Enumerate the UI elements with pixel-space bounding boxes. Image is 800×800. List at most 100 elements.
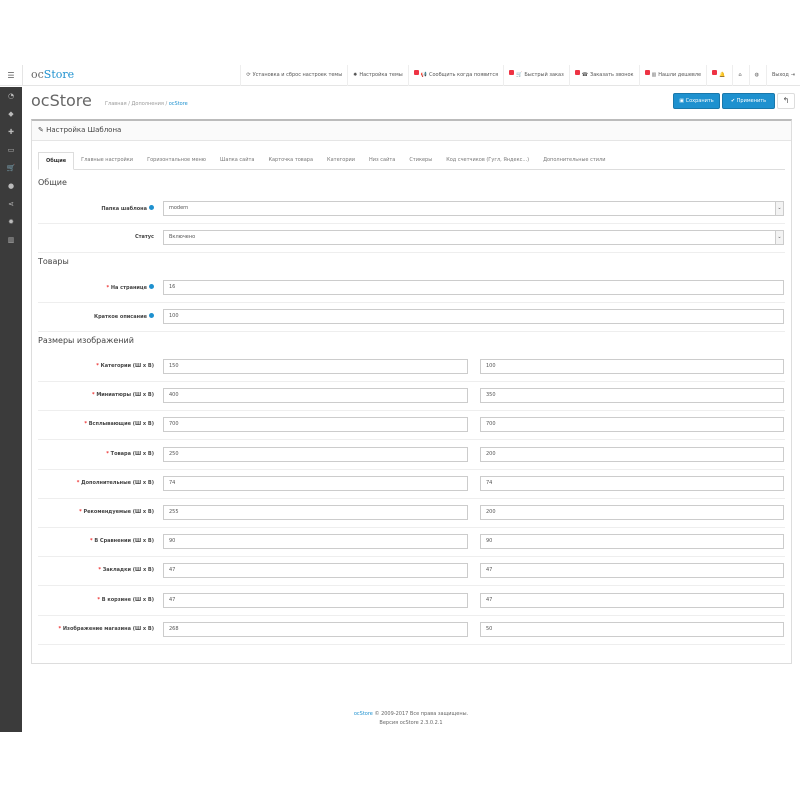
height-input[interactable]: 47 xyxy=(480,563,784,579)
topnav-item-phone[interactable]: ☎ Заказать звонок xyxy=(568,65,639,86)
footer-version: Версия ocStore 2.3.0.2.1 xyxy=(379,720,443,726)
field-label: * Всплывающие (Ш х В) xyxy=(84,421,154,428)
bell-icon: 🔔 xyxy=(719,72,726,78)
width-input[interactable]: 700 xyxy=(163,417,468,433)
text-input[interactable]: 100 xyxy=(163,309,784,324)
cart-icon: 🛒 xyxy=(516,72,523,78)
app: ☰ ocStore ⟳ Установка и сброс настроек те… xyxy=(0,65,800,732)
tab-3[interactable]: Шапка сайта xyxy=(220,157,255,163)
topnav-item-bullhorn[interactable]: 📢 Сообщить когда появится xyxy=(407,65,503,86)
tab-9[interactable]: Дополнительные стили xyxy=(543,157,606,163)
field-label: * Товара (Ш х В) xyxy=(106,450,154,457)
width-input[interactable]: 268 xyxy=(163,621,468,637)
tab-5[interactable]: Категории xyxy=(327,157,356,163)
topnav-item-refresh[interactable]: ⟳ Установка и сброс настроек темы xyxy=(240,65,347,86)
apply-label: Применить xyxy=(736,98,767,104)
apply-button[interactable]: ✔ Применить xyxy=(722,93,775,109)
width-input[interactable]: 47 xyxy=(163,563,468,579)
top-nav: ⟳ Установка и сброс настроек темы ✹ Настрой… xyxy=(240,65,800,86)
bar-chart-icon[interactable]: ▥ xyxy=(7,236,15,244)
tab-7[interactable]: Стикеры xyxy=(409,157,433,163)
help-icon[interactable] xyxy=(149,205,154,210)
logo-text-a: oc xyxy=(31,68,44,81)
share-icon[interactable]: ⋖ xyxy=(8,200,14,208)
topnav-label: Заказать звонок xyxy=(590,72,634,78)
topnav-item-sign-out[interactable]: Выход ⇥ xyxy=(765,65,800,86)
width-input[interactable]: 150 xyxy=(163,359,468,374)
height-input[interactable]: 50 xyxy=(480,621,784,637)
menu-toggle-icon[interactable]: ☰ xyxy=(0,65,23,86)
text-input[interactable]: 16 xyxy=(163,280,784,295)
tab-8[interactable]: Код счетчиков (Гугл, Яндекс...) xyxy=(446,157,530,163)
save-label: Сохранить xyxy=(685,98,714,104)
topnav-item-gear[interactable]: ✹ Настройка темы xyxy=(347,65,408,86)
height-input[interactable]: 200 xyxy=(480,446,784,462)
tab-6[interactable]: Низ сайта xyxy=(369,157,396,163)
topnav-item-chart[interactable]: ▥ Нашли дешевле xyxy=(638,65,707,86)
height-input[interactable]: 350 xyxy=(480,388,784,404)
puzzle-icon[interactable]: ✚ xyxy=(8,128,14,136)
field-label: * Дополнительные (Ш х В) xyxy=(76,479,154,486)
logo[interactable]: ocStore xyxy=(31,68,74,81)
topnav-item-home[interactable]: ⌂ xyxy=(732,65,748,86)
phone-icon: ☎ xyxy=(581,72,589,78)
height-input[interactable]: 74 xyxy=(480,475,784,491)
form-row: Статус Включено ⌄ xyxy=(38,224,785,253)
form-row: Краткое описание 100 xyxy=(38,303,785,332)
help-icon[interactable] xyxy=(149,313,154,318)
tab-2[interactable]: Горизонтальное меню xyxy=(147,157,207,163)
bullhorn-icon: 📢 xyxy=(420,72,427,78)
width-input[interactable]: 47 xyxy=(163,592,468,608)
topnav-label: Быстрый заказ xyxy=(524,72,564,78)
cog-icon[interactable]: ✹ xyxy=(8,218,14,226)
topnav-item-bell[interactable]: 🔔 xyxy=(706,65,732,86)
tags-icon[interactable]: ◆ xyxy=(8,110,14,118)
width-input[interactable]: 250 xyxy=(163,446,468,462)
width-input[interactable]: 74 xyxy=(163,475,468,491)
footer-copyright: © 2009-2017 Все права защищены. xyxy=(372,711,469,717)
form-row: * В корзине (Ш х В) 47 47 xyxy=(38,587,785,616)
topnav-item-cart[interactable]: 🛒 Быстрый заказ xyxy=(503,65,569,86)
height-input[interactable]: 90 xyxy=(480,534,784,550)
width-input[interactable]: 400 xyxy=(163,388,468,404)
tab-4[interactable]: Карточка товара xyxy=(268,157,314,163)
cart-icon[interactable]: 🛒 xyxy=(6,164,16,172)
breadcrumb-home[interactable]: Главная xyxy=(105,101,127,107)
field-label: * В Сравнении (Ш х В) xyxy=(89,538,154,545)
field-label: Краткое описание xyxy=(94,313,154,320)
field-label: * Закладки (Ш х В) xyxy=(98,567,154,574)
height-input[interactable]: 100 xyxy=(480,359,784,374)
breadcrumb-extensions[interactable]: Дополнения xyxy=(131,101,164,107)
section-heading-general: Общие xyxy=(38,178,67,187)
desktop-icon[interactable]: ▭ xyxy=(7,146,15,154)
dashboard-icon[interactable]: ◔ xyxy=(7,92,15,100)
width-input[interactable]: 255 xyxy=(163,505,468,520)
tab-0[interactable]: Общие xyxy=(38,152,75,170)
field-label: Статус xyxy=(134,234,154,240)
main-content: ocStore Главная / Дополнения / ocStore ▣… xyxy=(22,87,800,732)
gear-icon: ✹ xyxy=(353,72,358,78)
topnav-item-globe[interactable]: ◍ xyxy=(748,65,766,86)
tab-1[interactable]: Главные настройки xyxy=(81,157,134,163)
reply-icon: ↰ xyxy=(782,96,790,105)
footer-link[interactable]: ocStore xyxy=(353,711,373,717)
height-input[interactable]: 200 xyxy=(480,505,784,520)
save-button[interactable]: ▣ Сохранить xyxy=(673,93,720,109)
back-button[interactable]: ↰ xyxy=(777,93,795,109)
height-input[interactable]: 47 xyxy=(480,592,784,608)
help-icon[interactable] xyxy=(149,284,154,289)
chevron-down-icon: ⌄ xyxy=(775,202,783,215)
breadcrumb-current[interactable]: ocStore xyxy=(168,101,188,107)
height-input[interactable]: 700 xyxy=(480,417,784,433)
tabs: Общие Главные настройки Горизонтальное мен… xyxy=(38,152,785,170)
settings-panel: ✎ Настройка Шаблона Общие Главные настрой… xyxy=(31,119,792,664)
globe-icon: ◍ xyxy=(754,72,759,78)
field-label: * Изображение магазина (Ш х В) xyxy=(58,625,154,632)
user-icon[interactable]: ● xyxy=(7,182,15,190)
form-row: * Категории (Ш х В) 150 100 xyxy=(38,353,785,382)
select-field[interactable]: modern ⌄ xyxy=(163,201,784,216)
logo-text-b: Store xyxy=(43,68,75,81)
select-field[interactable]: Включено ⌄ xyxy=(163,230,784,245)
chart-icon: ▥ xyxy=(651,72,657,78)
width-input[interactable]: 90 xyxy=(163,534,468,550)
